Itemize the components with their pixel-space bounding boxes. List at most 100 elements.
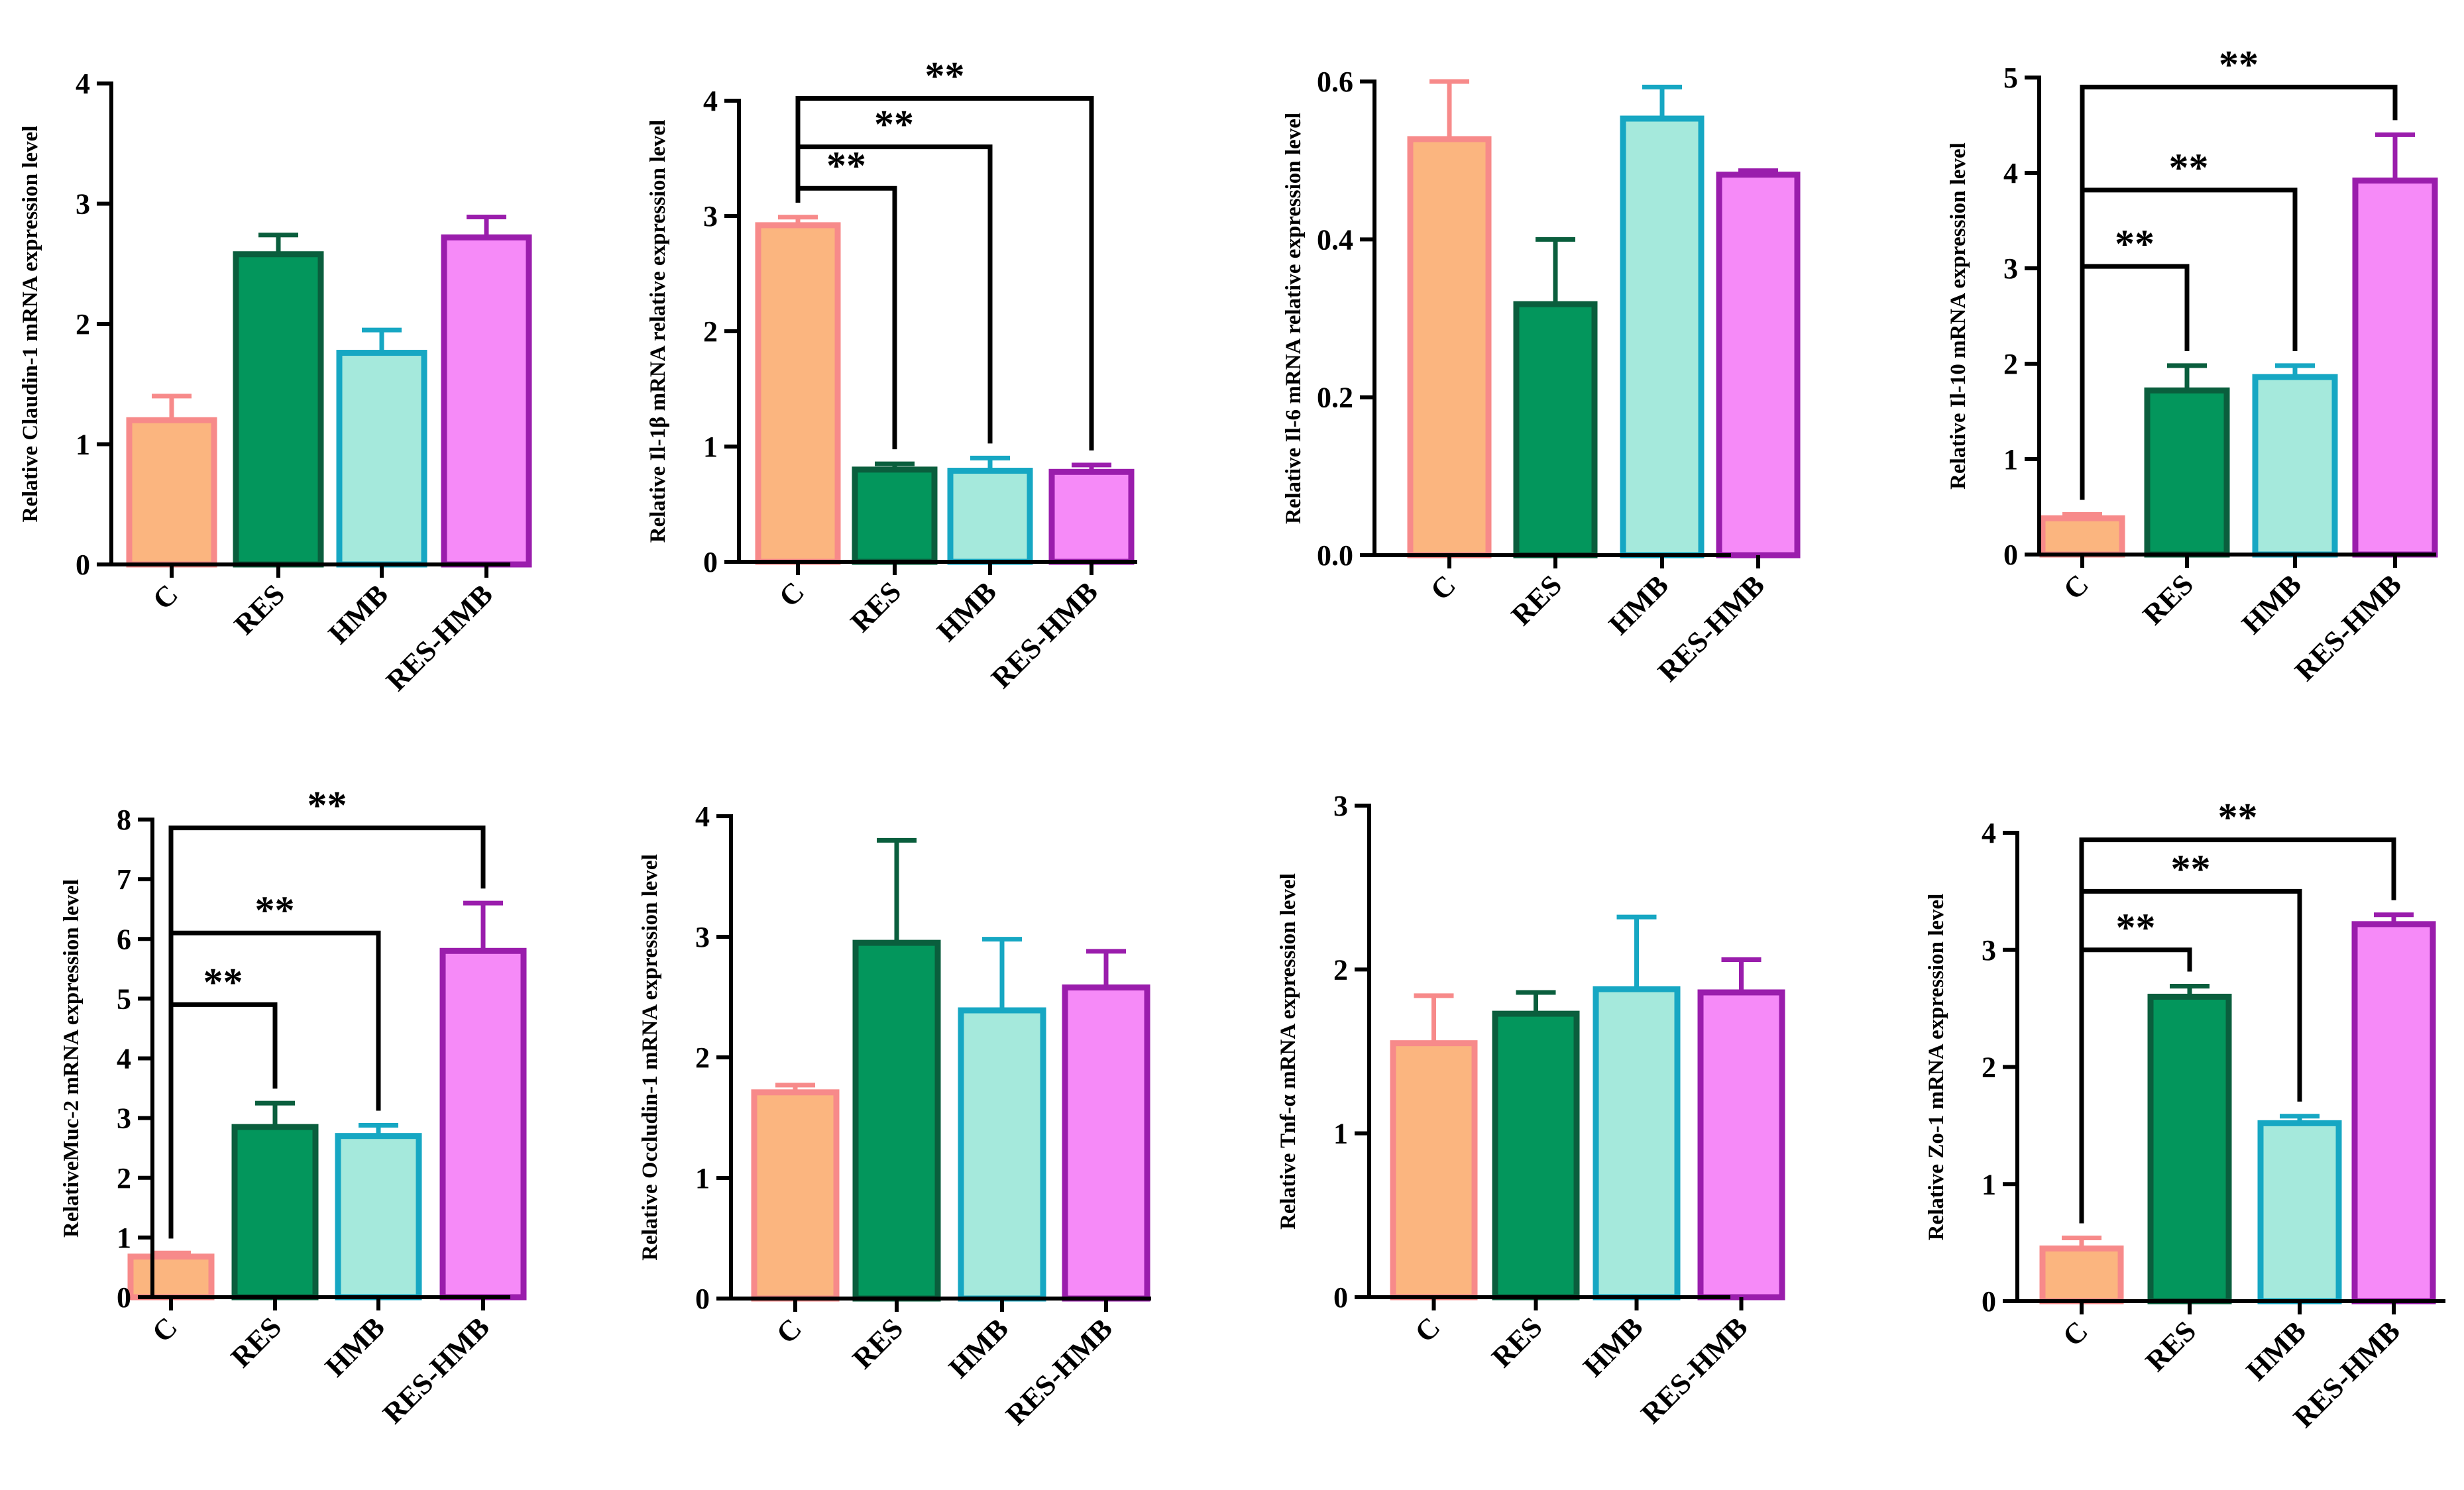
y-axis-title: Relative Il-1β mRNA relative expression …: [646, 120, 670, 543]
x-tick-label-res: RES: [1485, 1310, 1548, 1373]
y-tick-label: 2: [703, 315, 718, 348]
x-tick-label-hmb: HMB: [942, 1312, 1015, 1384]
y-axis-title: Relative Claudin-1 mRNA expression level: [19, 126, 42, 523]
bar-res-hmb: [441, 234, 532, 568]
y-tick-label: 3: [1333, 790, 1348, 822]
y-tick-label: 4: [76, 68, 90, 100]
y-tick-label: 0: [117, 1281, 131, 1314]
significance-label-2: **: [2171, 847, 2211, 890]
significance-label-2: **: [255, 888, 295, 932]
y-axis-title: RelativeMuc-2 mRNA expression level: [60, 879, 84, 1238]
bar-res: [231, 1124, 319, 1301]
y-tick-label: 0: [1333, 1281, 1348, 1314]
significance-label-1: **: [826, 144, 866, 187]
y-axis-title: Relative Tnf-α mRNA expression level: [1276, 873, 1300, 1230]
significance-label-2: **: [874, 103, 914, 146]
y-tick-label: 3: [703, 200, 718, 233]
y-tick-label: 1: [695, 1162, 710, 1195]
y-tick-label: 4: [117, 1043, 131, 1075]
x-tick-label-c: C: [773, 575, 811, 613]
x-tick-label-hmb: HMB: [1602, 568, 1675, 641]
significance-label-3: **: [2219, 42, 2259, 86]
y-tick-label: 4: [1982, 817, 1996, 849]
bar-res: [233, 251, 324, 568]
bar-c: [2039, 515, 2125, 558]
bar-c: [2039, 1245, 2124, 1304]
y-tick-label: 3: [695, 921, 710, 953]
bar-hmb: [958, 1007, 1046, 1302]
significance-bracket-3: [2079, 837, 2396, 1224]
x-tick-label-c: C: [1424, 568, 1462, 606]
y-tick-label: 2: [695, 1041, 710, 1074]
bar-res: [1492, 1010, 1580, 1301]
x-tick-label-res-hmb: RES-HMB: [985, 575, 1104, 694]
significance-label-3: **: [308, 784, 347, 827]
bar-hmb: [1593, 986, 1681, 1301]
bar-c: [126, 417, 217, 568]
x-tick-label-hmb: HMB: [2235, 568, 2308, 640]
y-tick-label: 0.4: [1317, 223, 1353, 256]
y-tick-label: 4: [2003, 157, 2018, 189]
y-tick-label: 1: [117, 1222, 131, 1254]
bar-hmb: [947, 468, 1033, 565]
bar-c: [1390, 1040, 1478, 1301]
y-tick-label: 0: [1982, 1285, 1996, 1318]
bar-res-hmb: [1062, 984, 1150, 1302]
bar-hmb: [1620, 115, 1705, 559]
bar-c: [751, 1089, 840, 1302]
significance-bracket-3: [168, 825, 486, 1239]
x-tick-label-hmb: HMB: [2240, 1314, 2312, 1387]
x-tick-label-hmb: HMB: [319, 1310, 391, 1383]
y-tick-label: 2: [76, 308, 90, 341]
x-tick-label-c: C: [2056, 1314, 2094, 1352]
bar-res: [852, 939, 941, 1302]
y-tick-label: 3: [2003, 252, 2018, 285]
x-tick-label-res: RES: [2139, 1314, 2202, 1377]
x-tick-label-hmb: HMB: [1577, 1310, 1650, 1383]
bar-res-hmb: [2351, 921, 2436, 1304]
y-axis-title: Relative Occludin-1 mRNA expression leve…: [638, 854, 662, 1261]
y-tick-label: 4: [703, 85, 718, 117]
significance-bracket-3: [2080, 84, 2398, 500]
x-tick-label-c: C: [770, 1312, 808, 1350]
y-tick-label: 0: [2003, 539, 2018, 571]
x-tick-label-c: C: [146, 1310, 184, 1348]
y-tick-label: 1: [2003, 443, 2018, 476]
bar-res-hmb: [1697, 989, 1785, 1301]
bar-hmb: [2252, 374, 2338, 558]
x-tick-label-res: RES: [846, 1312, 909, 1375]
y-tick-label: 3: [117, 1102, 131, 1135]
x-tick-label-res-hmb: RES-HMB: [380, 578, 499, 697]
x-tick-label-c: C: [1408, 1310, 1446, 1348]
x-tick-label-res: RES: [844, 575, 907, 638]
x-tick-label-res-hmb: RES-HMB: [2288, 568, 2408, 687]
bar-c: [127, 1253, 215, 1301]
y-tick-label: 2: [1982, 1051, 1996, 1084]
y-axis-title: Relative Il-10 mRNA expression level: [1946, 142, 1970, 490]
x-tick-label-res: RES: [2137, 568, 2200, 631]
y-tick-label: 3: [76, 188, 90, 221]
x-tick-label-res-hmb: RES-HMB: [999, 1312, 1119, 1431]
significance-label-1: **: [2115, 222, 2155, 266]
bar-hmb: [2257, 1120, 2342, 1304]
bar-res-hmb: [1716, 172, 1801, 559]
y-tick-label: 1: [703, 431, 718, 463]
significance-label-3: **: [2218, 796, 2258, 839]
x-tick-label-hmb: HMB: [930, 575, 1003, 647]
y-tick-label: 0: [76, 549, 90, 581]
bar-hmb: [336, 350, 427, 568]
x-tick-label-hmb: HMB: [322, 578, 394, 650]
y-tick-label: 1: [76, 429, 90, 461]
bar-c: [755, 222, 841, 565]
y-tick-label: 0.6: [1317, 66, 1353, 98]
y-tick-label: 0.2: [1317, 382, 1353, 414]
x-tick-label-res: RES: [225, 1310, 288, 1373]
y-tick-label: 2: [117, 1162, 131, 1195]
significance-label-1: **: [2116, 906, 2156, 949]
